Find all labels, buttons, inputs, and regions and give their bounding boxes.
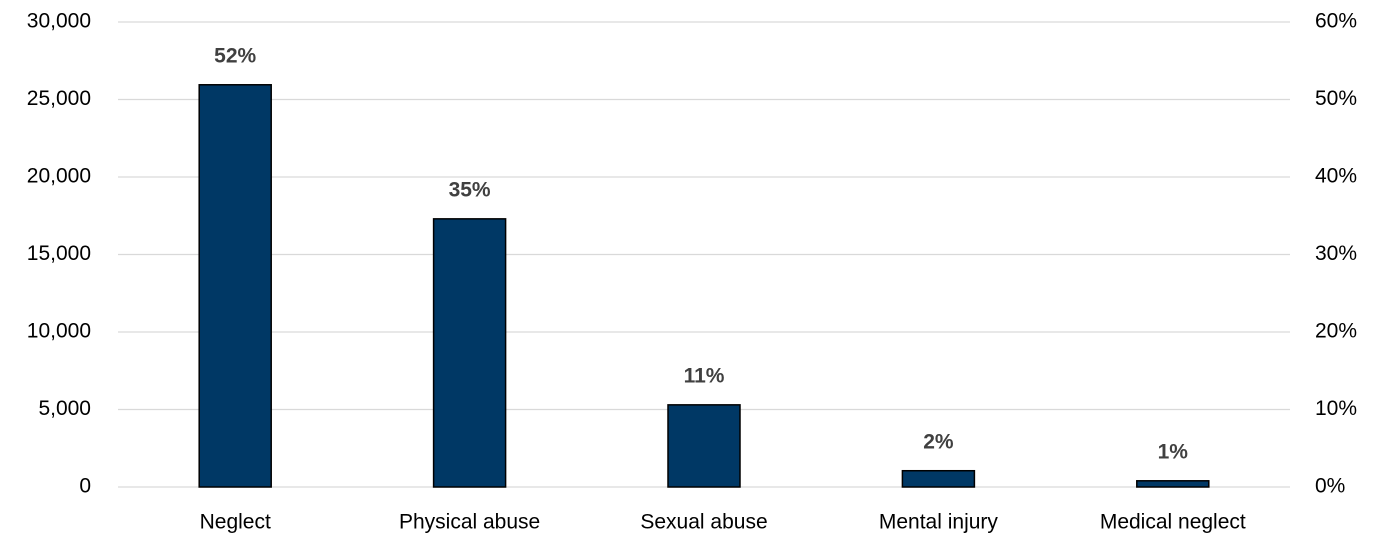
y2-tick-label: 20% bbox=[1315, 320, 1357, 343]
bar bbox=[901, 469, 976, 488]
value-label: 35% bbox=[449, 178, 491, 201]
bar bbox=[1136, 480, 1210, 488]
bar bbox=[432, 218, 507, 488]
y2-tick-label: 60% bbox=[1315, 10, 1357, 33]
y-tick-label: 15,000 bbox=[27, 242, 91, 265]
value-label: 52% bbox=[214, 44, 256, 67]
y2-tick-label: 0% bbox=[1315, 475, 1345, 498]
y2-tick-label: 40% bbox=[1315, 165, 1357, 188]
y2-tick-label: 50% bbox=[1315, 87, 1357, 110]
value-label: 11% bbox=[684, 364, 725, 387]
x-tick-label: Physical abuse bbox=[399, 511, 540, 534]
y-tick-label: 20,000 bbox=[27, 165, 91, 188]
y-tick-label: 10,000 bbox=[27, 320, 91, 343]
bar bbox=[198, 84, 272, 488]
y-tick-label: 5,000 bbox=[38, 397, 91, 420]
y2-tick-label: 10% bbox=[1315, 397, 1357, 420]
y-tick-label: 30,000 bbox=[27, 10, 91, 33]
value-label: 2% bbox=[923, 430, 954, 453]
y2-tick-label: 30% bbox=[1315, 242, 1357, 265]
bar bbox=[667, 404, 741, 488]
x-tick-label: Mental injury bbox=[879, 511, 999, 534]
value-label: 1% bbox=[1158, 440, 1189, 463]
x-tick-label: Sexual abuse bbox=[640, 511, 767, 534]
y-tick-label: 0 bbox=[79, 475, 91, 498]
x-tick-label: Neglect bbox=[200, 511, 271, 534]
y-tick-label: 25,000 bbox=[27, 87, 91, 110]
x-tick-label: Medical neglect bbox=[1100, 511, 1246, 534]
